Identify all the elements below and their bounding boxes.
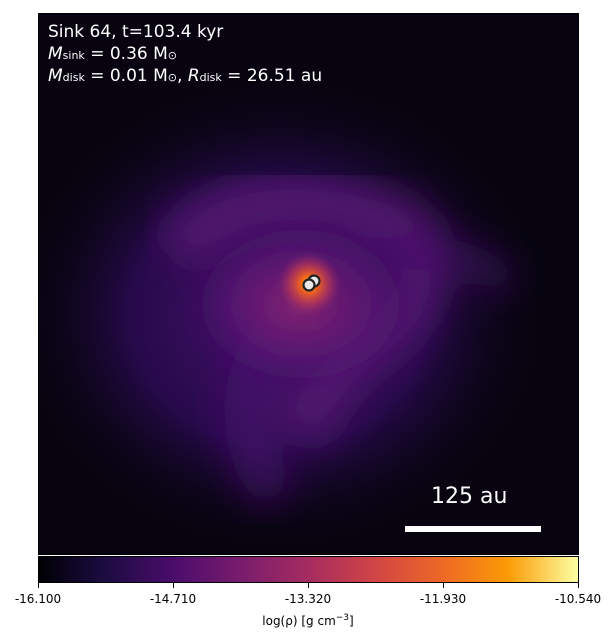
colorbar bbox=[38, 556, 579, 583]
density-map-panel: Sink 64, t=103.4 kyr Msink = 0.36 M⊙ Mdi… bbox=[38, 13, 579, 555]
rdisk-symbol: R bbox=[187, 66, 200, 86]
rdisk-subscript: disk bbox=[199, 71, 222, 84]
colorbar-label-text: log(ρ) [g cm bbox=[262, 614, 336, 628]
colorbar-tick bbox=[173, 583, 174, 588]
rdisk-separator: , bbox=[177, 66, 188, 86]
sink-particle-marker bbox=[302, 278, 316, 292]
rdisk-value: = 26.51 au bbox=[221, 66, 323, 86]
colorbar-tick-label: -11.930 bbox=[419, 592, 467, 606]
colorbar-tick bbox=[38, 583, 39, 588]
scale-bar bbox=[405, 526, 541, 532]
disk-properties-label: Mdisk = 0.01 M⊙, Rdisk = 26.51 au bbox=[48, 65, 322, 89]
msink-unit-subscript: ⊙ bbox=[167, 49, 178, 62]
msink-subscript: sink bbox=[62, 49, 85, 62]
mdisk-symbol: M bbox=[48, 66, 63, 86]
colorbar-tick bbox=[578, 583, 579, 588]
colorbar-tick-label: -16.100 bbox=[14, 592, 62, 606]
colorbar-tick-label: -14.710 bbox=[149, 592, 197, 606]
colorbar-tick-label: -13.320 bbox=[284, 592, 332, 606]
scale-bar-label: 125 au bbox=[431, 484, 508, 509]
sink-mass-label: Msink = 0.36 M⊙ bbox=[48, 43, 177, 67]
mdisk-unit-subscript: ⊙ bbox=[167, 71, 178, 84]
msink-symbol: M bbox=[48, 44, 63, 64]
colorbar-tick-label: -10.540 bbox=[554, 592, 602, 606]
colorbar-tick bbox=[308, 583, 309, 588]
mdisk-value: = 0.01 M bbox=[84, 66, 168, 86]
sink-time-label: Sink 64, t=103.4 kyr bbox=[48, 22, 224, 42]
msink-value: = 0.36 M bbox=[84, 44, 168, 64]
mdisk-subscript: disk bbox=[62, 71, 85, 84]
density-map-image bbox=[39, 14, 578, 554]
colorbar-label-exponent: −3 bbox=[335, 613, 350, 623]
colorbar-tick bbox=[443, 583, 444, 588]
colorbar-label-suffix: ] bbox=[349, 614, 354, 628]
colorbar-axis-label: log(ρ) [g cm−3] bbox=[262, 613, 353, 628]
